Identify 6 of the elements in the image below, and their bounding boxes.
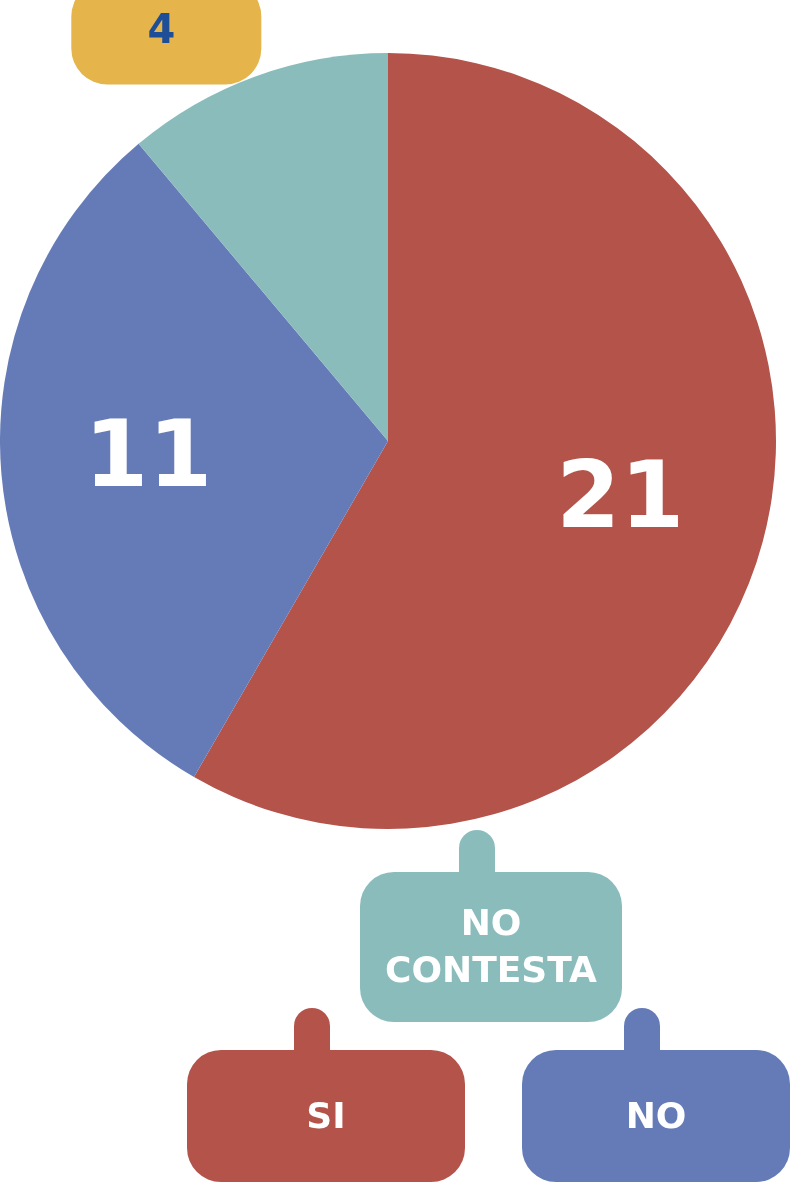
data-label: 4 (147, 5, 176, 52)
legend-label: NO (625, 1093, 687, 1138)
data-label: 21 (556, 442, 685, 550)
legend-label: NO CONTESTA (384, 901, 598, 992)
legend-label: SI (306, 1093, 346, 1138)
data-label: 11 (84, 400, 213, 508)
